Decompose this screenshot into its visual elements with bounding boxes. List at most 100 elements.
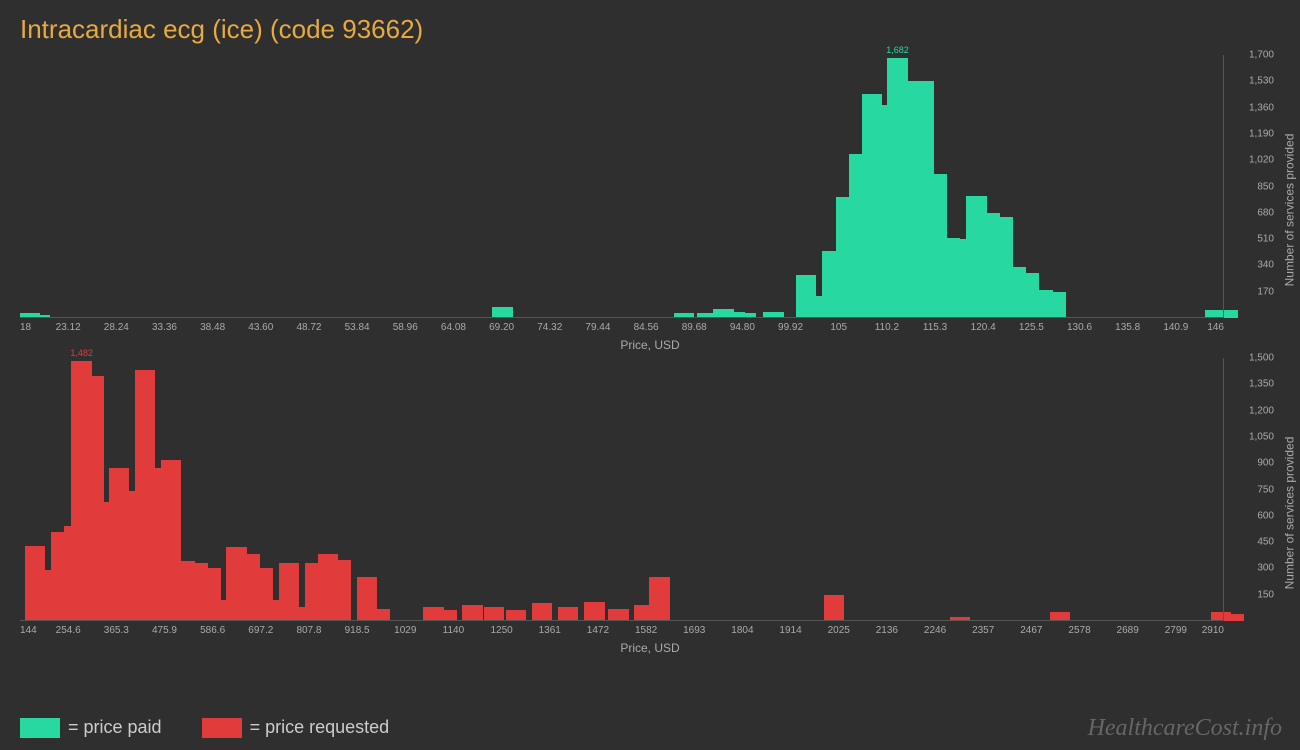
- price-paid-chart: 1703405106808501,0201,1901,3601,5301,700…: [20, 55, 1280, 350]
- x-tick-label: 48.72: [296, 322, 321, 333]
- x-tick-label: 135.8: [1115, 322, 1140, 333]
- x-axis-line: [20, 317, 1224, 318]
- legend-label-requested: = price requested: [250, 717, 390, 738]
- x-tick-label: 2136: [876, 625, 898, 636]
- x-tick-label: 1693: [683, 625, 705, 636]
- y-tick-label: 1,350: [1249, 379, 1274, 390]
- x-tick-label: 120.4: [971, 322, 996, 333]
- x-tick-label: 1029: [394, 625, 416, 636]
- y-tick-label: 1,530: [1249, 76, 1274, 87]
- histogram-bar: [649, 577, 669, 621]
- x-tick-label: 53.84: [345, 322, 370, 333]
- x-axis-line: [20, 620, 1224, 621]
- x-tick-label: 2910: [1202, 625, 1224, 636]
- y-tick-label: 1,200: [1249, 405, 1274, 416]
- x-tick-label: 918.5: [345, 625, 370, 636]
- x-tick-label: 125.5: [1019, 322, 1044, 333]
- x-tick-label: 1914: [779, 625, 801, 636]
- x-tick-label: 115.3: [923, 322, 947, 333]
- chart-title: Intracardiac ecg (ice) (code 93662): [20, 14, 1280, 45]
- histogram-bar: [824, 595, 844, 621]
- x-tick-label: 84.56: [634, 322, 659, 333]
- x-tick-label: 1140: [443, 625, 465, 636]
- histogram-bar: [331, 560, 351, 621]
- x-tick-label: 130.6: [1067, 322, 1092, 333]
- histogram-bar: [584, 602, 604, 621]
- y-tick-label: 600: [1257, 510, 1274, 521]
- x-tick-label: 28.24: [104, 322, 129, 333]
- price-requested-chart: 1503004506007509001,0501,2001,3501,500 1…: [20, 358, 1280, 653]
- x-tick-label: 586.6: [200, 625, 225, 636]
- histogram-bar: [558, 607, 578, 621]
- x-tick-label: 69.20: [489, 322, 514, 333]
- y-axis-label: Number of services provided: [1283, 436, 1297, 589]
- y-tick-label: 1,360: [1249, 102, 1274, 113]
- x-tick-label: 23.12: [56, 322, 81, 333]
- plot-area-paid: 1703405106808501,0201,1901,3601,5301,700…: [20, 55, 1224, 318]
- x-tick-label: 2246: [924, 625, 946, 636]
- legend-swatch-requested: [202, 718, 242, 738]
- x-tick-label: 697.2: [248, 625, 273, 636]
- y-axis-line: [1223, 358, 1224, 621]
- x-tick-label: 105: [830, 322, 847, 333]
- x-tick-label: 146: [1207, 322, 1224, 333]
- x-tick-label: 2578: [1068, 625, 1090, 636]
- x-axis-label: Price, USD: [620, 641, 679, 655]
- y-tick-label: 680: [1257, 207, 1274, 218]
- legend: = price paid = price requested: [20, 717, 389, 738]
- x-tick-label: 475.9: [152, 625, 177, 636]
- x-tick-label: 99.92: [778, 322, 803, 333]
- x-ticks-requested: 144 254.6 365.3 475.9 586.6 697.2 807.8 918.5 10…: [20, 625, 1224, 639]
- x-tick-label: 2025: [828, 625, 850, 636]
- x-tick-label: 254.6: [56, 625, 81, 636]
- y-tick-label: 150: [1257, 589, 1274, 600]
- x-tick-label: 2689: [1117, 625, 1139, 636]
- legend-label-paid: = price paid: [68, 717, 162, 738]
- x-tick-label: 1361: [539, 625, 561, 636]
- legend-item-paid: = price paid: [20, 717, 162, 738]
- y-tick-label: 1,020: [1249, 155, 1274, 166]
- legend-item-requested: = price requested: [202, 717, 390, 738]
- x-ticks-paid: 18 23.12 28.24 33.36 38.48 43.60 48.72 53.84 58.…: [20, 322, 1224, 336]
- x-axis-label: Price, USD: [620, 338, 679, 352]
- y-tick-label: 750: [1257, 484, 1274, 495]
- x-tick-label: 1804: [731, 625, 753, 636]
- y-tick-label: 170: [1257, 286, 1274, 297]
- y-tick-label: 340: [1257, 260, 1274, 271]
- x-tick-label: 110.2: [875, 322, 899, 333]
- y-tick-label: 1,050: [1249, 431, 1274, 442]
- x-tick-label: 94.80: [730, 322, 755, 333]
- bars-requested: [20, 358, 1224, 621]
- y-tick-label: 450: [1257, 537, 1274, 548]
- x-tick-label: 365.3: [104, 625, 129, 636]
- x-tick-label: 58.96: [393, 322, 418, 333]
- histogram-bar: [1045, 292, 1065, 318]
- x-tick-label: 38.48: [200, 322, 225, 333]
- x-tick-label: 89.68: [682, 322, 707, 333]
- histogram-bar: [484, 607, 504, 621]
- x-tick-label: 33.36: [152, 322, 177, 333]
- x-tick-label: 1582: [635, 625, 657, 636]
- x-tick-label: 2799: [1165, 625, 1187, 636]
- y-tick-label: 850: [1257, 181, 1274, 192]
- x-tick-label: 1250: [490, 625, 512, 636]
- x-tick-label: 64.08: [441, 322, 466, 333]
- peak-label-requested: 1,482: [70, 348, 93, 358]
- y-tick-label: 300: [1257, 563, 1274, 574]
- y-ticks-requested: 1503004506007509001,0501,2001,3501,500: [1228, 358, 1274, 621]
- x-tick-label: 43.60: [248, 322, 273, 333]
- bars-paid: [20, 55, 1224, 318]
- y-tick-label: 1,700: [1249, 50, 1274, 61]
- x-tick-label: 1472: [587, 625, 609, 636]
- y-axis-label: Number of services provided: [1283, 133, 1297, 286]
- x-tick-label: 144: [20, 625, 37, 636]
- x-tick-label: 18: [20, 322, 31, 333]
- y-ticks-paid: 1703405106808501,0201,1901,3601,5301,700: [1228, 55, 1274, 318]
- x-tick-label: 807.8: [296, 625, 321, 636]
- peak-label-paid: 1,682: [886, 45, 909, 55]
- plot-area-requested: 1503004506007509001,0501,2001,3501,500 1…: [20, 358, 1224, 621]
- y-tick-label: 1,500: [1249, 353, 1274, 364]
- histogram-bar: [462, 605, 482, 621]
- x-tick-label: 140.9: [1163, 322, 1188, 333]
- y-tick-label: 900: [1257, 458, 1274, 469]
